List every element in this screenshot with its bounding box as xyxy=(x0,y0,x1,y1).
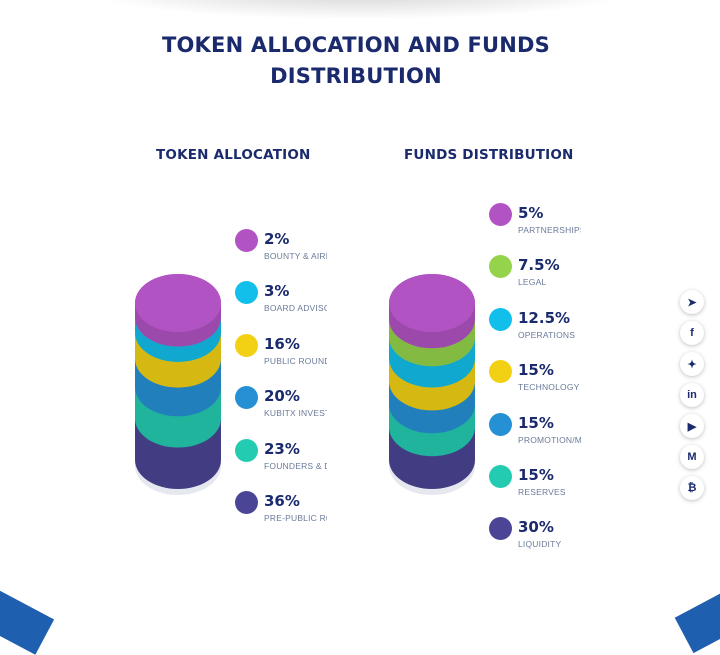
legend-dot xyxy=(489,412,512,436)
funds-distribution-title: FUNDS DISTRIBUTION xyxy=(404,147,574,163)
legend-percent: 36% xyxy=(264,491,300,510)
funds-distribution-cylinder xyxy=(389,274,475,495)
legend-label: PARTNERSHIPS xyxy=(518,225,581,235)
linkedin-icon[interactable]: in xyxy=(680,383,704,407)
legend-dot xyxy=(235,490,258,514)
legend-item: 15% TECHNOLOGY xyxy=(489,360,581,412)
funds-top xyxy=(389,274,475,332)
funds-distribution-legend: 5% PARTNERSHIPS 7.5% LEGAL 12.5% OPERATIONS 15… xyxy=(489,203,581,570)
legend-label: BOARD ADVISORS xyxy=(264,303,327,314)
token-top xyxy=(135,274,221,332)
legend-dot xyxy=(489,307,512,331)
legend-item: 2% BOUNTY & AIRDROP xyxy=(235,229,327,281)
legend-item: 36% PRE-PUBLIC ROUND xyxy=(235,490,327,543)
legend-item: 16% PUBLIC ROUNDS xyxy=(235,333,327,386)
medium-icon[interactable]: M xyxy=(680,445,704,469)
legend-label: FOUNDERS & DEVELOPERS xyxy=(264,460,327,471)
legend-percent: 20% xyxy=(264,387,300,406)
legend-percent: 5% xyxy=(518,204,544,222)
legend-dot xyxy=(235,333,258,357)
legend-label: PUBLIC ROUNDS xyxy=(264,355,327,366)
legend-label: PROMOTION/MARKETING xyxy=(518,434,581,445)
twitter-icon[interactable]: ✦ xyxy=(680,352,704,376)
legend-label: LEGAL xyxy=(518,277,547,288)
legend-label: LIQUIDITY xyxy=(518,539,562,550)
legend-dot xyxy=(235,281,258,305)
legend-percent: 15% xyxy=(518,465,554,484)
legend-item: 15% RESERVES xyxy=(489,464,581,517)
token-allocation-legend: 2% BOUNTY & AIRDROP 3% BOARD ADVISORS 16% PUB… xyxy=(235,229,327,543)
legend-percent: 15% xyxy=(518,413,554,432)
bottom-right-decoration xyxy=(674,584,720,654)
legend-label: TECHNOLOGY xyxy=(518,382,580,393)
legend-item: 7.5% LEGAL xyxy=(489,255,581,307)
legend-percent: 3% xyxy=(264,282,290,301)
page-title: TOKEN ALLOCATION AND FUNDS DISTRIBUTION xyxy=(0,30,712,92)
legend-percent: 16% xyxy=(264,334,300,353)
bitcoin-icon[interactable]: ₿ xyxy=(680,476,704,500)
legend-percent: 23% xyxy=(264,439,300,458)
legend-dot xyxy=(489,255,512,279)
social-links: ➤ f ✦ in ▶ M ₿ xyxy=(680,290,708,507)
legend-dot xyxy=(489,517,512,541)
legend-percent: 12.5% xyxy=(518,308,571,327)
legend-label: KUBITX INVESTORS xyxy=(264,408,327,419)
legend-label: RESERVES xyxy=(518,486,566,497)
facebook-icon[interactable]: f xyxy=(680,321,704,345)
legend-dot xyxy=(235,229,258,252)
legend-item: 20% KUBITX INVESTORS xyxy=(235,386,327,438)
telegram-icon[interactable]: ➤ xyxy=(680,290,704,314)
legend-percent: 7.5% xyxy=(518,256,560,275)
legend-dot xyxy=(489,464,512,488)
legend-dot xyxy=(489,203,512,226)
token-allocation-cylinder xyxy=(135,274,221,495)
legend-item: 5% PARTNERSHIPS xyxy=(489,203,581,255)
page-title-line2: DISTRIBUTION xyxy=(270,64,442,88)
legend-label: PRE-PUBLIC ROUND xyxy=(264,512,327,523)
token-allocation-title: TOKEN ALLOCATION xyxy=(156,147,311,163)
page-title-line1: TOKEN ALLOCATION AND FUNDS xyxy=(161,33,550,57)
top-decoration xyxy=(80,0,640,20)
legend-label: BOUNTY & AIRDROP xyxy=(264,251,327,261)
legend-percent: 15% xyxy=(518,361,554,380)
legend-dot xyxy=(489,360,512,384)
legend-percent: 30% xyxy=(518,518,554,537)
legend-item: 23% FOUNDERS & DEVELOPERS xyxy=(235,438,327,491)
legend-dot xyxy=(235,386,258,410)
legend-item: 3% BOARD ADVISORS xyxy=(235,281,327,333)
legend-dot xyxy=(235,438,258,462)
bottom-left-decoration xyxy=(0,577,55,655)
legend-label: OPERATIONS xyxy=(518,329,576,340)
legend-item: 30% LIQUIDITY xyxy=(489,517,581,569)
legend-item: 12.5% OPERATIONS xyxy=(489,307,581,360)
legend-percent: 2% xyxy=(264,230,290,248)
youtube-icon[interactable]: ▶ xyxy=(680,414,704,438)
legend-item: 15% PROMOTION/MARKETING xyxy=(489,412,581,465)
